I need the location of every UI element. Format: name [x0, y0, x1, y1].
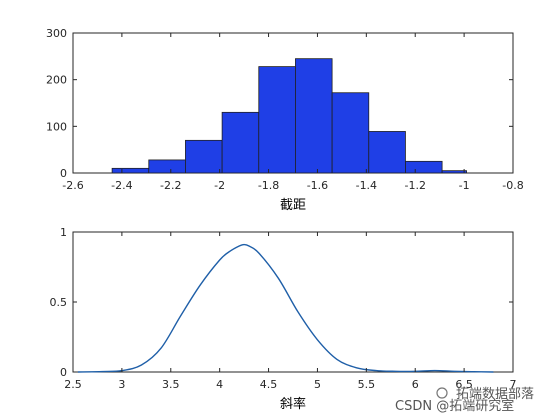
histogram-x-tick-label: -1.4: [356, 179, 377, 192]
histogram-x-tick-label: -0.8: [502, 179, 523, 192]
watermark-line2: CSDN @拓端研究室: [395, 398, 514, 414]
wechat-logo-icon: [436, 387, 448, 399]
density-x-tick-label: 5.5: [358, 378, 376, 391]
density-x-tick-label: 4: [216, 378, 223, 391]
histogram-bar: [148, 159, 186, 174]
density-x-tick-label: 6.5: [455, 378, 473, 391]
density-x-tick-label: 2.5: [64, 378, 82, 391]
histogram-plot: -2.6 -2.4 -2.2 -2 -1.8 -1.6 -1.4 -1.2 -1 -0.8 0 10…: [46, 27, 524, 213]
histogram-bar: [221, 111, 260, 174]
density-x-tick-label: 6: [412, 378, 419, 391]
density-x-tick-label: 3.5: [162, 378, 180, 391]
histogram-x-ticks: -2.6 -2.4 -2.2 -2 -1.8 -1.6 -1.4 -1.2 -1 -0.8: [62, 33, 524, 192]
histogram-bar: [368, 131, 406, 174]
density-x-tick-label: 7: [510, 378, 517, 391]
watermark-line1: 拓端数据部落: [456, 387, 534, 402]
histogram-bar: [185, 139, 223, 174]
histogram-x-tick-label: -1.8: [258, 179, 279, 192]
histogram-bar: [405, 160, 443, 174]
histogram-x-tick-label: -1.2: [404, 179, 425, 192]
histogram-y-tick-label: 300: [46, 27, 67, 40]
histogram-x-tick-label: -2.6: [62, 179, 83, 192]
density-axes-box: [72, 231, 514, 373]
histogram-y-tick-label: 100: [46, 120, 67, 133]
histogram-x-tick-label: -1.6: [307, 179, 328, 192]
histogram-bar: [258, 66, 296, 174]
histogram-bar: [441, 170, 467, 174]
histogram-bars: [111, 58, 467, 174]
histogram-y-ticks: 0 100 200 300: [46, 27, 513, 180]
histogram-y-tick-label: 200: [46, 74, 67, 87]
density-y-tick-label: 0: [60, 366, 67, 379]
histogram-bar: [295, 58, 333, 174]
histogram-x-tick-label: -2.2: [160, 179, 181, 192]
density-x-axis-label: 斜率: [280, 396, 306, 412]
watermark: 拓端数据部落 CSDN @拓端研究室: [395, 387, 534, 414]
histogram-x-tick-label: -2.4: [111, 179, 132, 192]
histogram-y-tick-label: 0: [60, 167, 67, 180]
density-y-tick-label: 1: [60, 226, 67, 239]
density-y-ticks: 00.51: [50, 226, 513, 379]
histogram-bar: [111, 167, 150, 174]
histogram-bar: [331, 92, 370, 174]
density-x-tick-label: 5: [314, 378, 321, 391]
density-y-tick-label: 0.5: [50, 296, 68, 309]
histogram-x-axis-label: 截距: [280, 198, 306, 213]
density-x-tick-label: 4.5: [260, 378, 278, 391]
histogram-x-tick-label: -2: [214, 179, 225, 192]
density-x-ticks: 2.5 3 3.5 4 4.5 5 5.5 6 6.5 7: [64, 232, 517, 391]
density-plot: 2.5 3 3.5 4 4.5 5 5.5 6 6.5 7 00.51 斜率: [50, 226, 517, 412]
histogram-x-tick-label: -1: [459, 179, 470, 192]
density-x-tick-label: 3: [118, 378, 125, 391]
